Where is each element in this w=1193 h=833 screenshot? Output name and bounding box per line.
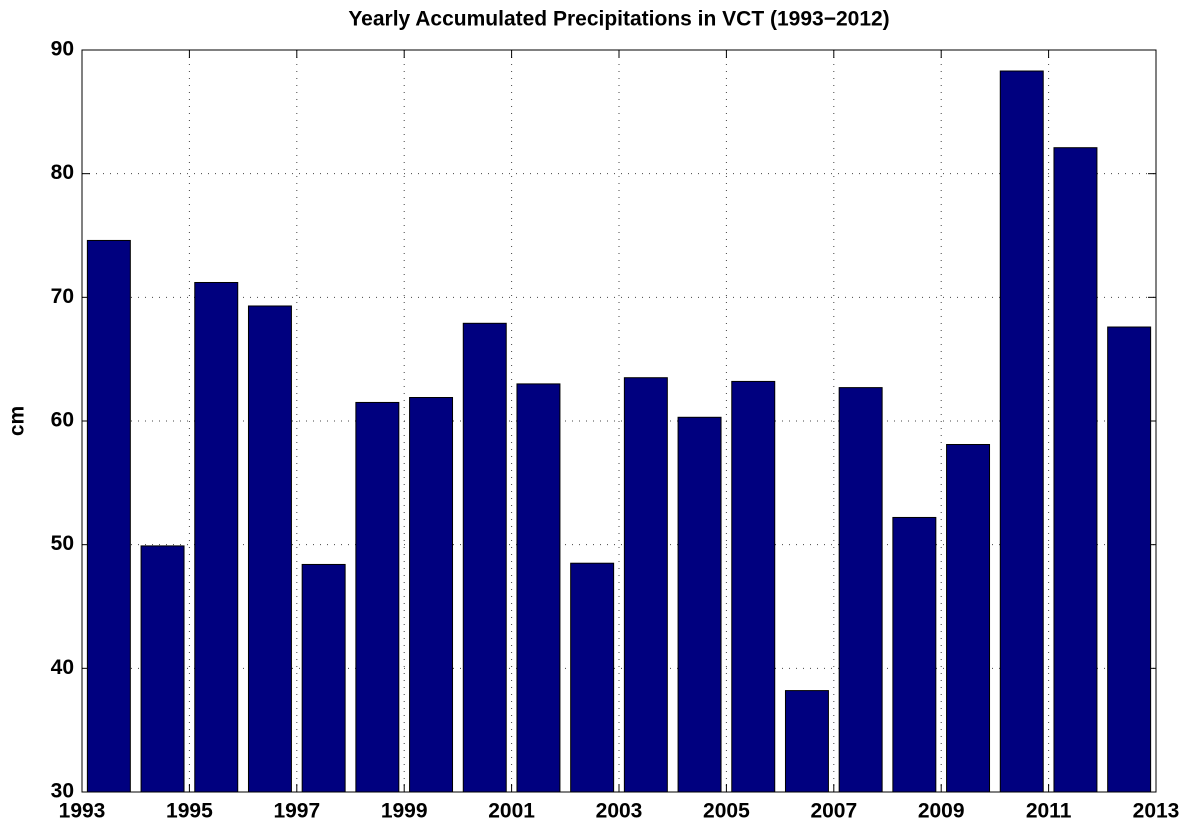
y-tick-label: 30 [51,780,74,803]
bar [570,562,615,793]
bar [677,416,722,793]
bar [1053,147,1098,793]
bar [892,516,937,793]
x-tick-label: 1999 [381,800,428,823]
y-tick-label: 90 [51,38,74,61]
bar [516,383,561,793]
y-axis-label: cm [6,406,29,436]
x-tick-label: 2013 [1133,800,1180,823]
y-tick-label: 50 [51,532,74,555]
bar [462,322,507,793]
bar [409,397,454,793]
bar [999,70,1044,793]
bar [140,545,185,793]
x-tick-label: 1993 [59,800,106,823]
x-tick-label: 1995 [166,800,213,823]
y-tick-label: 70 [51,285,74,308]
x-tick-label: 1997 [273,800,320,823]
y-tick-label: 80 [51,161,74,184]
x-tick-label: 2009 [918,800,965,823]
bar [1107,326,1152,793]
x-tick-label: 2011 [1026,800,1072,823]
bar [946,443,991,793]
bar [247,305,292,793]
x-tick-label: 2005 [703,800,750,823]
x-tick-label: 2007 [810,800,857,823]
bar [194,281,239,793]
x-tick-label: 2001 [488,800,535,823]
bar [355,401,400,793]
y-tick-label: 60 [51,409,74,432]
bar [731,380,776,793]
bar [301,563,346,793]
bar [623,377,668,793]
bar [838,387,883,793]
chart-title: Yearly Accumulated Precipitations in VCT… [348,8,889,31]
x-tick-label: 2003 [596,800,643,823]
plot-frame [81,49,1157,793]
bar [784,690,829,793]
bar [86,239,131,793]
y-tick-label: 40 [51,656,74,679]
